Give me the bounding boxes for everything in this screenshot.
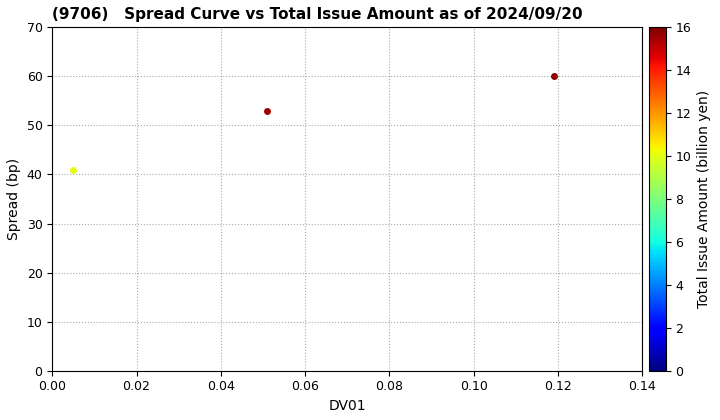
Point bbox=[548, 73, 559, 80]
Y-axis label: Spread (bp): Spread (bp) bbox=[7, 158, 21, 240]
Point bbox=[68, 166, 79, 173]
Point bbox=[261, 108, 273, 114]
X-axis label: DV01: DV01 bbox=[328, 399, 366, 413]
Text: (9706)   Spread Curve vs Total Issue Amount as of 2024/09/20: (9706) Spread Curve vs Total Issue Amoun… bbox=[53, 7, 583, 22]
Y-axis label: Total Issue Amount (billion yen): Total Issue Amount (billion yen) bbox=[697, 90, 711, 308]
